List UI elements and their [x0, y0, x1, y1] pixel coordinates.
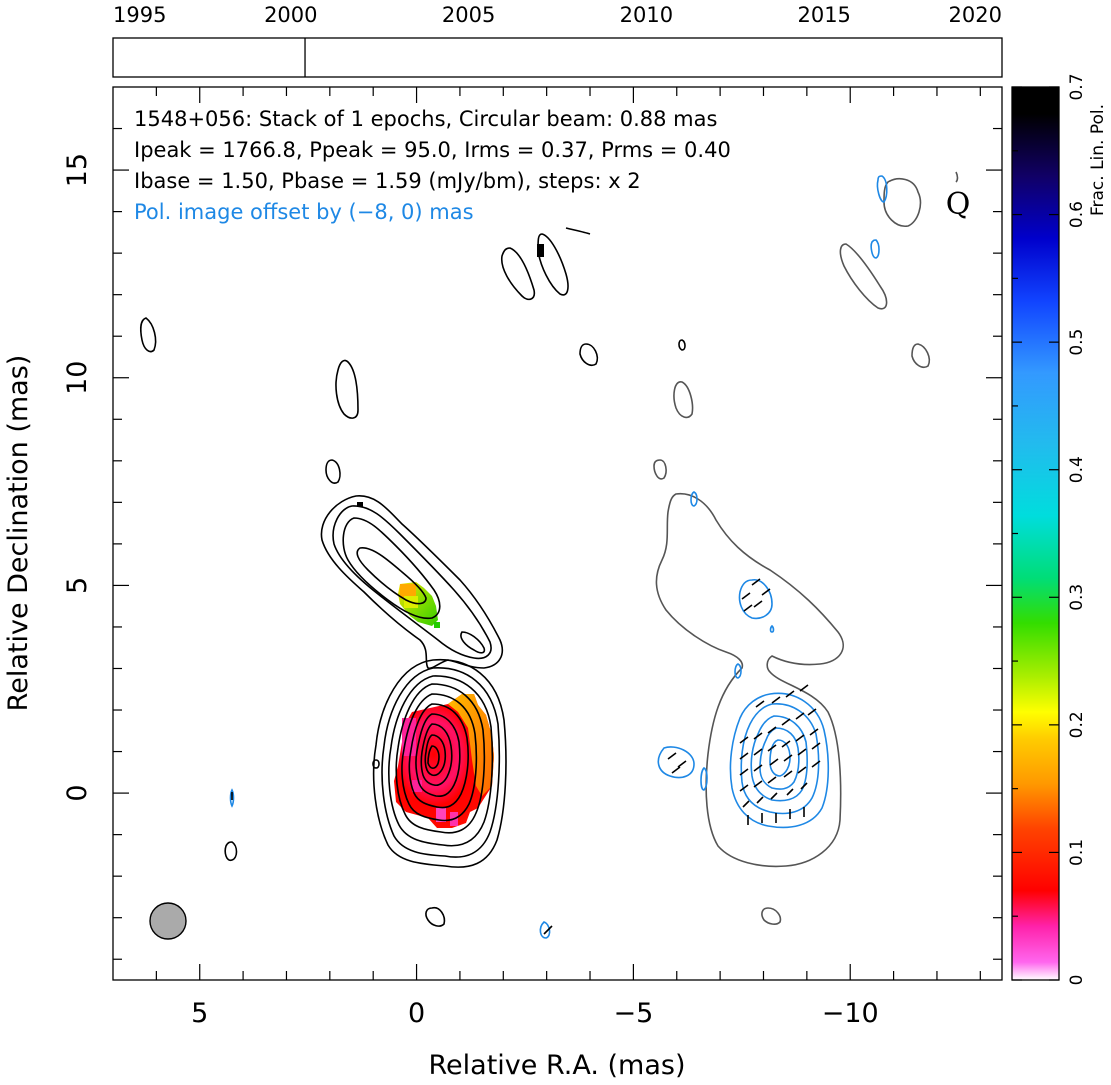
evpa-tick: [786, 788, 794, 796]
y-tick-label: 5: [62, 577, 93, 594]
evpa-tick: [785, 690, 795, 698]
annotation-line-1: 1548+056: Stack of 1 epochs, Circular be…: [134, 107, 717, 131]
evpa-tick: [771, 696, 781, 704]
timeline-year-1995: 1995: [113, 3, 166, 27]
colorbar-tick-label: 0.7: [1067, 73, 1087, 100]
colorbar-gradient: [1011, 86, 1060, 981]
evpa-tick: [761, 588, 771, 596]
evpa-tick: [783, 754, 793, 762]
evpa-tick: [739, 768, 749, 776]
pol-black-pixel-2: [357, 502, 363, 507]
evpa-tick: [756, 796, 764, 804]
map-panel: 5 0 −5 −10 0 5 10 15 Relative R.A. (mas) Relati…: [3, 86, 1003, 1081]
evpa-tick: [742, 800, 750, 808]
colorbar-tick-label: 0.4: [1067, 456, 1087, 483]
evpa-tick: [753, 748, 763, 756]
offset-stokes-i-contours: [653, 171, 959, 925]
evpa-tick: [677, 760, 687, 768]
colorbar-tick-label: 0.1: [1067, 839, 1087, 866]
evpa-tick: [797, 748, 807, 756]
colorbar-tick-label: 0.5: [1067, 329, 1087, 356]
evpa-tick: [811, 760, 821, 768]
beam-ellipse: [149, 902, 187, 940]
colorbar-label: Frac. Lin. Pol.: [1088, 104, 1108, 216]
timeline-year-2010: 2010: [620, 3, 673, 27]
evpa-tick: [739, 736, 749, 744]
evpa-tick: [753, 732, 763, 740]
pol-magenta-pixels: [402, 718, 416, 756]
colorbar-tick-label: 0: [1067, 975, 1087, 986]
evpa-tick: [667, 752, 677, 760]
quality-flag: Q: [946, 187, 971, 222]
evpa-tick: [795, 712, 805, 720]
x-tick-label: 5: [191, 998, 208, 1029]
pol-knot-green-pixel: [434, 622, 440, 628]
y-tick-label: 15: [62, 153, 93, 187]
pol-magenta-pixels-2: [412, 780, 422, 792]
pol-magenta-pixels-3: [436, 808, 446, 822]
fractional-polarization-image: [357, 244, 544, 828]
evpa-tick: [753, 780, 763, 788]
evpa-tick: [781, 718, 791, 726]
plot-frame: [112, 86, 1003, 981]
colorbar-tick-label: 0.3: [1067, 584, 1087, 611]
evpa-tick: [799, 684, 809, 692]
evpa-tick: [743, 604, 753, 612]
timeline-year-2000: 2000: [264, 3, 317, 27]
evpa-tick: [751, 578, 761, 586]
pol-knot-orange: [400, 584, 416, 598]
timeline-year-labels: 1995 2000 2005 2010 2015 2020: [113, 3, 1002, 27]
annotation-line-3: Ibase = 1.50, Pbase = 1.59 (mJy/bm), ste…: [134, 169, 641, 193]
evpa-tick: [767, 744, 777, 752]
evpa-tick: [781, 740, 791, 748]
pol-black-pixel-1: [537, 244, 544, 257]
evpa-tick: [739, 784, 749, 792]
stokes-i-contours: [140, 227, 599, 927]
evpa-tick: [755, 700, 765, 708]
colorbar-ticks: 0 0.1 0.2 0.3 0.4 0.5 0.6 0.7: [1012, 73, 1087, 985]
polarized-intensity-contours: [229, 175, 888, 939]
evpa-ticks: [231, 578, 821, 935]
x-tick-label: 0: [408, 998, 425, 1029]
evpa-tick: [753, 764, 763, 772]
evpa-tick: [769, 758, 779, 766]
timeline-year-2005: 2005: [442, 3, 495, 27]
evpa-tick: [671, 766, 681, 774]
colorbar-tick-label: 0.6: [1067, 201, 1087, 228]
evpa-tick: [753, 600, 763, 608]
y-tick-label: 10: [62, 361, 93, 395]
evpa-tick: [809, 728, 819, 736]
timeline-year-2015: 2015: [797, 3, 850, 27]
evpa-tick: [741, 592, 751, 600]
axis-ticks: [113, 87, 1002, 980]
evpa-tick: [543, 925, 553, 935]
evpa-tick: [807, 708, 817, 716]
y-axis-label: Relative Declination (mas): [3, 355, 34, 712]
x-tick-label: −5: [613, 998, 653, 1029]
timeline-frame: [112, 37, 1003, 78]
annotation-line-2: Ipeak = 1766.8, Ppeak = 95.0, Irms = 0.3…: [134, 138, 731, 162]
colorbar: 0 0.1 0.2 0.3 0.4 0.5 0.6 0.7 Frac. Lin. Pol.: [1011, 73, 1108, 985]
evpa-tick: [783, 770, 793, 778]
axis-tick-labels: 5 0 −5 −10 0 5 10 15: [62, 153, 879, 1029]
x-axis-label: Relative R.A. (mas): [429, 1050, 686, 1081]
evpa-tick: [797, 766, 807, 774]
evpa-tick: [767, 726, 777, 734]
timeline: 1995 2000 2005 2010 2015 2020: [112, 3, 1003, 78]
y-tick-label: 0: [62, 784, 93, 801]
colorbar-tick-label: 0.2: [1067, 711, 1087, 738]
evpa-tick: [770, 792, 778, 800]
timeline-year-2020: 2020: [949, 3, 1002, 27]
evpa-tick: [767, 776, 777, 784]
evpa-tick: [800, 782, 808, 790]
pol-core-edge: [448, 694, 494, 796]
x-tick-label: −10: [822, 998, 879, 1029]
annotation-line-4: Pol. image offset by (−8, 0) mas: [134, 200, 474, 224]
evpa-tick: [739, 752, 749, 760]
evpa-tick: [811, 742, 821, 750]
evpa-tick: [795, 734, 805, 742]
